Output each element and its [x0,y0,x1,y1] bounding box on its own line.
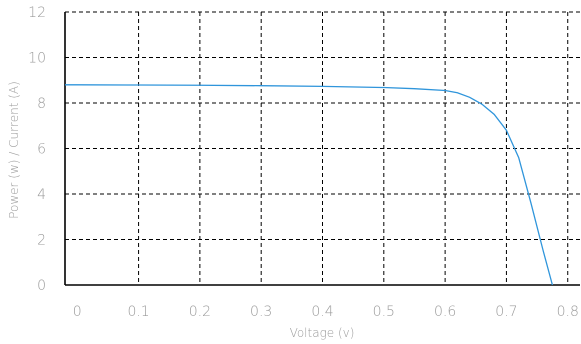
x-tick-label: 0.8 [557,304,579,320]
y-axis-title: Power (w) / Current (A) [7,81,21,219]
x-tick-label: 0.4 [311,304,333,320]
y-tick-label: 8 [37,96,46,112]
tick-labels: 0 0.1 0.2 0.3 0.4 0.5 0.6 0.7 0.8 0 2 4 6 8 10 12 [28,5,579,320]
series-layer [65,84,554,286]
y-tick-label: 4 [37,187,46,203]
y-tick-label: 0 [37,278,46,294]
x-tick-label: 0.1 [127,304,149,320]
y-tick-label: 10 [28,51,46,67]
x-tick-label: 0.7 [495,304,517,320]
x-tick-label: 0.6 [434,304,456,320]
x-tick-label: 0 [73,304,82,320]
series-line-0 [65,84,554,286]
x-tick-label: 0.2 [189,304,211,320]
x-tick-label: 0.5 [373,304,395,320]
grid [65,11,580,285]
y-tick-label: 12 [28,5,46,21]
axes [64,12,580,286]
x-tick-label: 0.3 [250,304,272,320]
x-axis-title: Voltage (v) [290,326,355,340]
y-tick-label: 6 [37,142,46,158]
y-tick-label: 2 [37,233,46,249]
